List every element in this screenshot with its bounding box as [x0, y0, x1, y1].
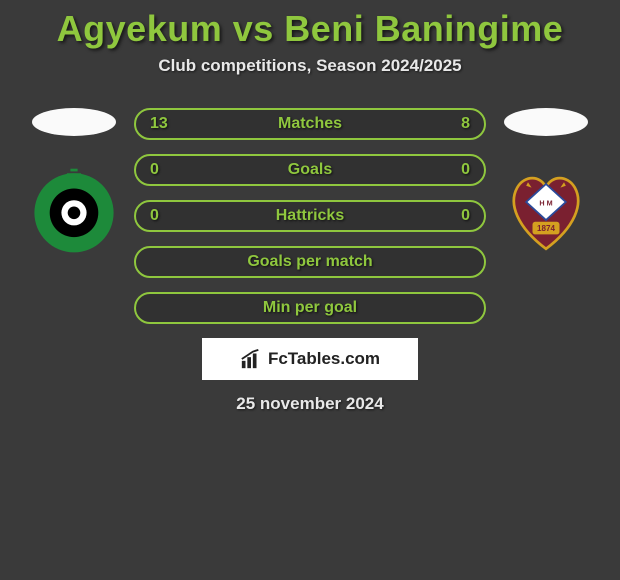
stat-label: Min per goal: [263, 299, 357, 317]
stat-label: Goals per match: [247, 253, 372, 271]
cercle-brugge-badge-icon: [29, 166, 119, 256]
stat-right-value: 0: [461, 207, 470, 225]
main-row: 13 Matches 8 0 Goals 0 0 Hattricks 0 Goa…: [0, 108, 620, 324]
left-player-avatar: [32, 108, 116, 136]
comparison-card: Agyekum vs Beni Baningime Club competiti…: [0, 0, 620, 414]
stats-column: 13 Matches 8 0 Goals 0 0 Hattricks 0 Goa…: [134, 108, 486, 324]
stat-label: Hattricks: [276, 207, 344, 225]
stat-row-matches: 13 Matches 8: [134, 108, 486, 140]
page-title: Agyekum vs Beni Baningime: [57, 8, 564, 50]
right-player-column: 1874 H M: [486, 108, 606, 256]
bar-chart-icon: [240, 348, 262, 370]
svg-text:H M: H M: [539, 199, 552, 208]
stat-row-hattricks: 0 Hattricks 0: [134, 200, 486, 232]
stat-row-goals: 0 Goals 0: [134, 154, 486, 186]
date-label: 25 november 2024: [236, 394, 383, 414]
stat-left-value: 0: [150, 161, 159, 179]
left-player-column: [14, 108, 134, 256]
stat-right-value: 0: [461, 161, 470, 179]
right-player-avatar: [504, 108, 588, 136]
stat-row-min-per-goal: Min per goal: [134, 292, 486, 324]
stat-right-value: 8: [461, 115, 470, 133]
brand-watermark: FcTables.com: [202, 338, 418, 380]
svg-text:1874: 1874: [537, 224, 555, 233]
page-subtitle: Club competitions, Season 2024/2025: [158, 56, 461, 76]
stat-label: Goals: [288, 161, 332, 179]
hearts-badge-icon: 1874 H M: [501, 166, 591, 256]
brand-text: FcTables.com: [268, 349, 380, 369]
left-club-badge: [29, 166, 119, 256]
right-club-badge: 1874 H M: [501, 166, 591, 256]
stat-label: Matches: [278, 115, 342, 133]
stat-left-value: 13: [150, 115, 168, 133]
stat-left-value: 0: [150, 207, 159, 225]
stat-row-goals-per-match: Goals per match: [134, 246, 486, 278]
